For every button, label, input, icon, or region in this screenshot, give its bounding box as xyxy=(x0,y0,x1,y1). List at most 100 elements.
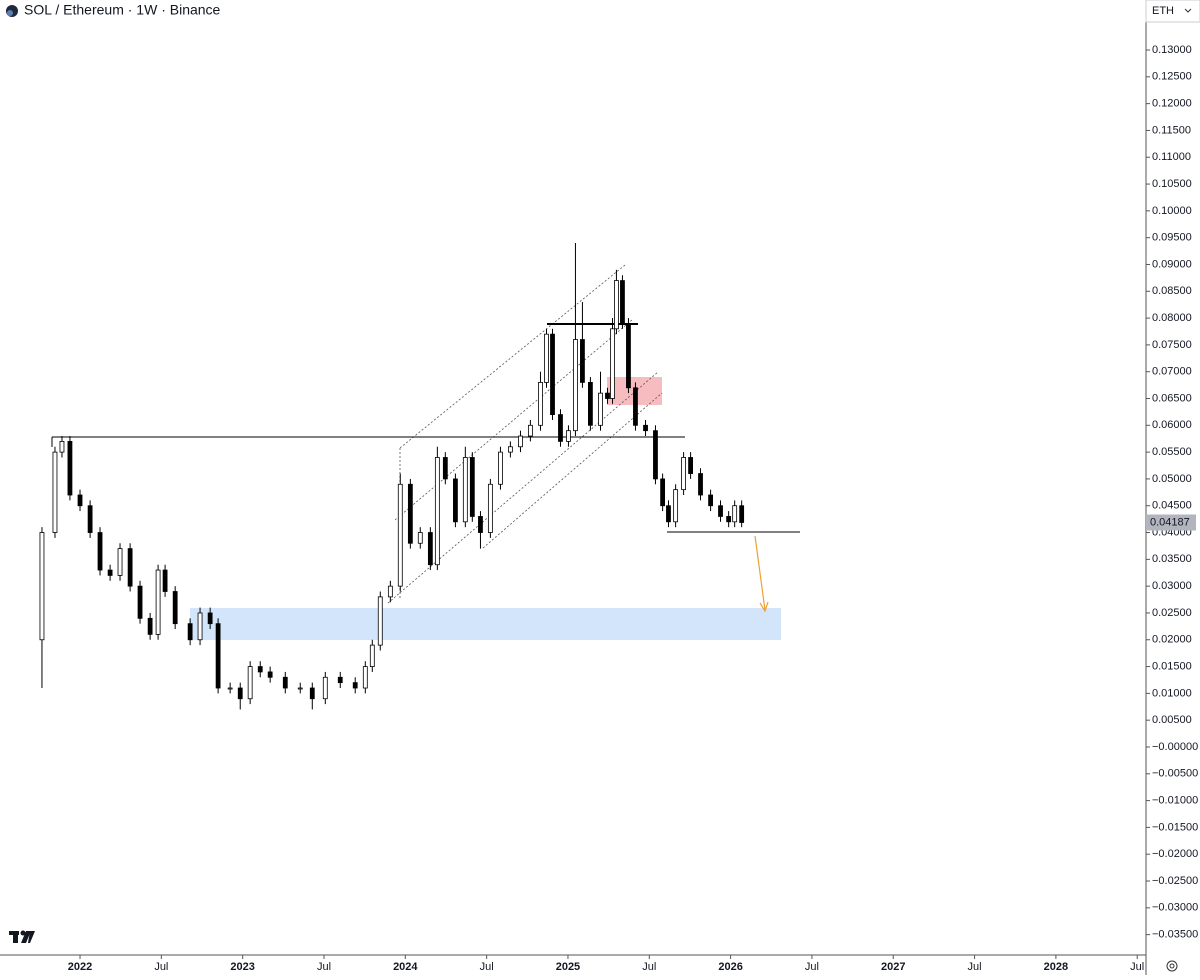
candle-body xyxy=(369,644,375,667)
candle-body xyxy=(527,424,533,437)
y-tick-label: 0.11000 xyxy=(1152,151,1191,163)
x-tick-label: Jul xyxy=(480,961,494,973)
symbol-title: SOL / Ethereum · 1W · Binance xyxy=(24,2,221,18)
candle-body xyxy=(507,446,513,453)
candle-body xyxy=(427,532,433,566)
y-tick-label: 0.05500 xyxy=(1152,446,1192,458)
candle-body xyxy=(688,457,693,474)
y-tick-label: −0.02500 xyxy=(1152,875,1198,887)
y-tick-label: −0.03500 xyxy=(1152,929,1198,941)
candle-body xyxy=(434,457,440,566)
candle-body xyxy=(660,478,666,507)
y-tick-label: −0.01000 xyxy=(1152,795,1198,807)
y-tick-label: 0.07000 xyxy=(1152,366,1192,378)
y-tick-label: 0.03000 xyxy=(1152,580,1192,592)
x-tick-label: 2025 xyxy=(556,961,580,973)
y-tick-label: 0.12500 xyxy=(1152,71,1192,83)
y-tick-label: 0.06000 xyxy=(1152,419,1192,431)
candle-body xyxy=(297,687,303,690)
x-tick-label: 2026 xyxy=(718,961,742,973)
y-tick-label: 0.10000 xyxy=(1152,205,1192,217)
channel-line xyxy=(482,392,663,549)
x-tick-label: 2027 xyxy=(881,961,905,973)
candle-body xyxy=(573,339,578,432)
channel-line xyxy=(394,319,633,521)
candle-body xyxy=(207,612,213,625)
candle-body xyxy=(580,339,585,383)
candle-body xyxy=(417,532,423,544)
y-tick-label: 0.12000 xyxy=(1152,98,1192,110)
candle-body xyxy=(605,392,610,399)
candle-body xyxy=(739,505,745,523)
candle-body xyxy=(187,623,193,641)
symbol-icon xyxy=(7,10,13,16)
currency-caret[interactable] xyxy=(1184,8,1192,13)
candle-body xyxy=(397,483,403,587)
candle-body xyxy=(247,666,253,700)
candle-body xyxy=(127,548,133,587)
logo-part xyxy=(21,931,31,943)
candle-body xyxy=(407,483,413,544)
candle-body xyxy=(39,532,45,641)
candle-body xyxy=(469,457,475,517)
y-tick-label: 0.11500 xyxy=(1152,124,1191,136)
x-tick-label: 2028 xyxy=(1044,961,1068,973)
y-tick-label: 0.03500 xyxy=(1152,553,1192,565)
candle-body xyxy=(598,392,603,426)
settings-button[interactable] xyxy=(1169,963,1175,969)
y-tick-label: 0.13000 xyxy=(1152,44,1192,56)
candle-body xyxy=(172,591,178,625)
candle-body xyxy=(487,483,493,533)
logo-part xyxy=(20,930,26,936)
y-tick-label: 0.06500 xyxy=(1152,392,1192,404)
candle-body xyxy=(147,617,153,635)
candle-body xyxy=(550,333,555,415)
candle-body xyxy=(362,666,368,689)
candle-body xyxy=(643,424,648,432)
candle-body xyxy=(107,569,113,576)
candle-body xyxy=(309,687,315,700)
candles xyxy=(39,243,745,710)
candle-body xyxy=(633,387,638,426)
candle-body xyxy=(681,457,686,491)
candle-body xyxy=(673,489,679,523)
x-tick-label: 2024 xyxy=(393,961,418,973)
logo-part xyxy=(13,931,18,943)
candle-body xyxy=(478,516,483,533)
candle-body xyxy=(257,666,263,673)
candle-body xyxy=(708,494,713,507)
y-tick-label: −0.01500 xyxy=(1152,821,1198,833)
candle-body xyxy=(614,280,619,330)
y-tick-label: −0.00500 xyxy=(1152,768,1198,780)
y-tick-label: −0.03000 xyxy=(1152,902,1198,914)
candle-body xyxy=(337,676,343,684)
candle-body xyxy=(538,382,543,426)
candle-body xyxy=(267,671,273,678)
candle-body xyxy=(77,494,83,507)
candle-body xyxy=(718,505,723,517)
candle-body xyxy=(117,548,123,576)
candle-body xyxy=(322,676,328,700)
y-tick-label: 0.01500 xyxy=(1152,660,1192,672)
x-tick-label: 2023 xyxy=(230,961,254,973)
candle-body xyxy=(237,687,243,700)
x-tick-label: Jul xyxy=(968,961,982,973)
y-tick-label: 0.01000 xyxy=(1152,687,1192,699)
y-tick-label: 0.07500 xyxy=(1152,339,1192,351)
currency-button[interactable] xyxy=(1145,0,1200,23)
candle-body xyxy=(442,457,448,480)
candle-body xyxy=(498,451,503,485)
candle-body xyxy=(610,328,615,399)
settings-button[interactable] xyxy=(1166,960,1178,972)
y-tick-label: 0.00500 xyxy=(1152,714,1192,726)
candle-body xyxy=(588,382,593,426)
candle-body xyxy=(162,569,168,592)
candle-body xyxy=(67,440,73,496)
candle-body xyxy=(377,596,383,646)
candle-body xyxy=(97,532,103,571)
candle-body xyxy=(352,682,358,689)
y-tick-label: 0.08000 xyxy=(1152,312,1192,324)
currency-label[interactable]: ETH xyxy=(1152,5,1174,17)
